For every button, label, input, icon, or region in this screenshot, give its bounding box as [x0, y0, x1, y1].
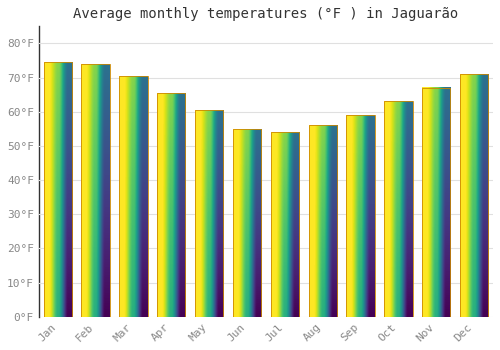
Bar	[346, 115, 375, 317]
Bar	[195, 110, 224, 317]
Bar	[119, 76, 148, 317]
Bar	[82, 64, 110, 317]
Bar	[270, 132, 299, 317]
Title: Average monthly temperatures (°F ) in Jaguarão: Average monthly temperatures (°F ) in Ja…	[74, 7, 458, 21]
Bar	[460, 74, 488, 317]
Bar	[233, 129, 261, 317]
Bar	[157, 93, 186, 317]
Bar	[308, 125, 337, 317]
Bar	[44, 62, 72, 317]
Bar	[422, 88, 450, 317]
Bar	[384, 102, 412, 317]
